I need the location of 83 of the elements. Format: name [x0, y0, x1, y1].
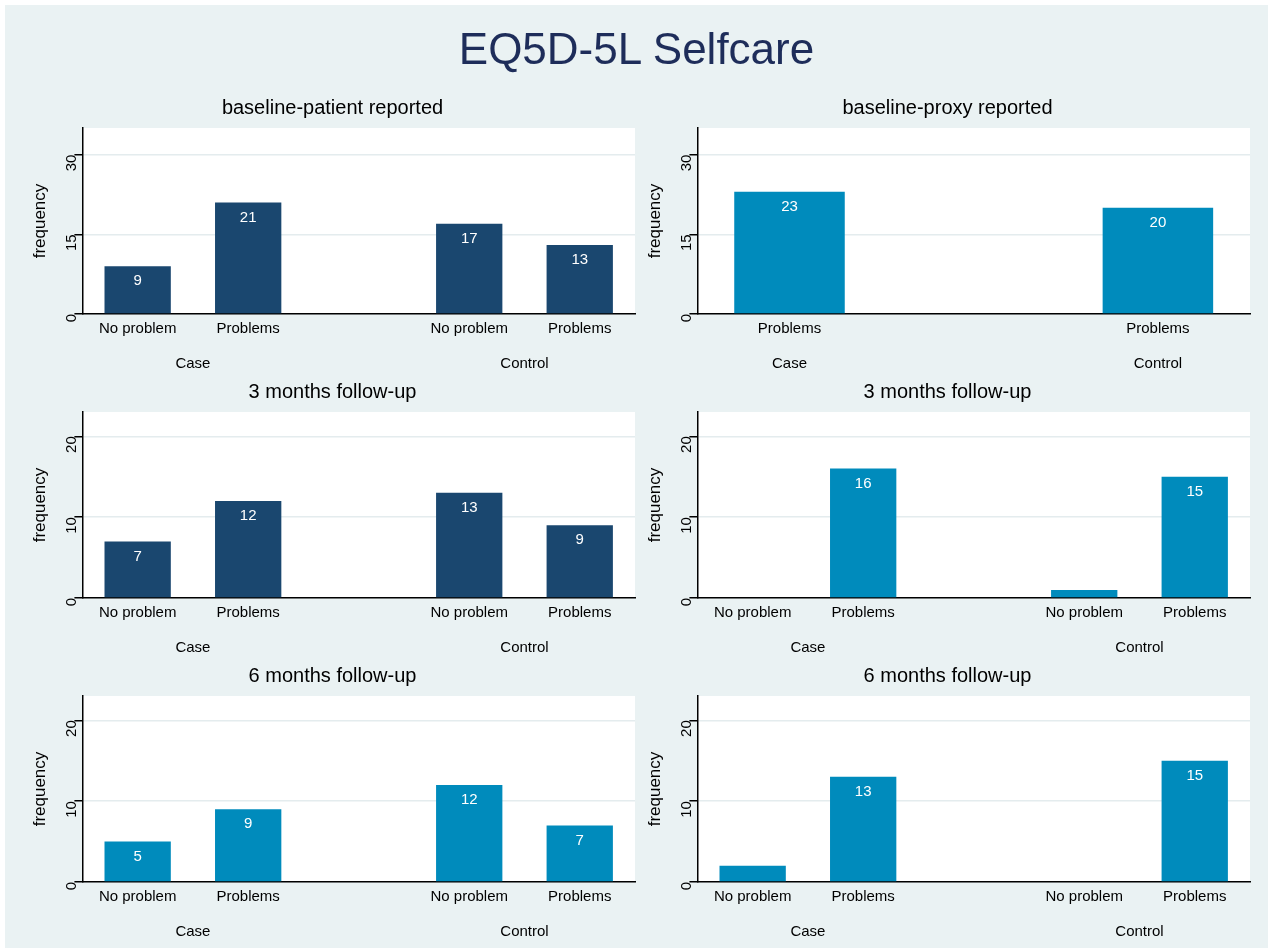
y-tick-label: 10	[61, 517, 79, 534]
y-tick-label: 20	[61, 720, 79, 737]
text: Case	[175, 354, 211, 372]
x-tick-label: Problems	[1126, 319, 1190, 337]
text: EQ5D-5L Selfcare	[457, 24, 816, 74]
x-tick-label: No problem	[430, 603, 508, 621]
x-tick-label: Problems	[757, 319, 822, 337]
data-label: 16	[854, 473, 872, 491]
text: Case	[175, 638, 211, 656]
x-tick-label: Problems	[548, 319, 612, 337]
data-label: 23	[781, 196, 798, 214]
y-tick-label: 30	[61, 154, 79, 172]
text: Case	[771, 354, 808, 372]
data-label: 13	[854, 782, 872, 800]
data-label: 12	[460, 790, 478, 808]
data-label: 21	[239, 207, 257, 225]
y-tick-label: 10	[676, 801, 694, 818]
data-label: 9	[133, 271, 142, 289]
text: Control	[1115, 922, 1164, 940]
text: Control	[500, 638, 549, 656]
data-label: 12	[239, 506, 257, 524]
y-tick-label: 15	[61, 234, 79, 251]
data-label: 17	[460, 228, 478, 246]
x-tick-label: Problems	[216, 319, 280, 337]
x-tick-label: Problems	[1163, 887, 1227, 905]
y-tick-label: 0	[61, 882, 79, 891]
x-tick-label: Problems	[216, 887, 280, 905]
x-tick-label: No problem	[1045, 603, 1123, 621]
chart-title: 6 months follow-up	[863, 663, 1032, 686]
data-label: 9	[575, 530, 584, 548]
data-label: 15	[1186, 765, 1204, 783]
y-tick-label: 10	[676, 517, 694, 534]
text: Case	[175, 922, 211, 940]
y-tick-label: 30	[676, 154, 694, 172]
text: Case	[790, 922, 826, 940]
text: Control	[1133, 354, 1183, 372]
x-tick-label: No problem	[713, 603, 792, 621]
y-tick-label: 20	[61, 436, 79, 453]
data-label: 15	[1186, 481, 1204, 499]
y-axis-title: frequency	[29, 183, 49, 259]
data-label: 5	[133, 846, 142, 864]
text: Control	[500, 354, 549, 372]
y-tick-label: 0	[61, 598, 79, 607]
data-label: 7	[133, 546, 142, 564]
x-tick-label: Problems	[548, 603, 612, 621]
data-label: 13	[571, 250, 589, 268]
y-tick-label: 0	[676, 882, 694, 891]
x-tick-label: No problem	[713, 887, 792, 905]
y-tick-label: 15	[676, 234, 694, 251]
x-tick-label: No problem	[430, 887, 508, 905]
x-tick-label: No problem	[1045, 887, 1123, 905]
x-tick-label: No problem	[98, 319, 177, 337]
y-tick-label: 0	[61, 314, 79, 323]
x-tick-label: Problems	[216, 603, 280, 621]
text: Case	[790, 638, 826, 656]
y-tick-label: 10	[61, 801, 79, 818]
chart-title: 6 months follow-up	[248, 663, 417, 686]
x-tick-label: No problem	[98, 603, 177, 621]
y-axis-title: frequency	[29, 751, 49, 827]
x-tick-label: Problems	[1163, 603, 1227, 621]
x-tick-label: Problems	[831, 887, 895, 905]
data-label: 7	[575, 830, 584, 848]
chart-title: baseline-patient reported	[221, 95, 444, 118]
x-tick-label: No problem	[98, 887, 177, 905]
text: Control	[500, 922, 549, 940]
chart-title: 3 months follow-up	[248, 379, 417, 402]
y-tick-label: 20	[676, 720, 694, 737]
y-tick-label: 0	[676, 598, 694, 607]
y-axis-title: frequency	[644, 183, 664, 259]
x-tick-label: Problems	[831, 603, 895, 621]
data-label: 9	[244, 814, 253, 832]
data-label: 13	[460, 498, 478, 516]
data-label: 20	[1149, 212, 1167, 230]
y-axis-title: frequency	[644, 467, 664, 543]
chart-title: 3 months follow-up	[863, 379, 1032, 402]
x-tick-label: Problems	[548, 887, 612, 905]
y-tick-label: 0	[676, 314, 694, 323]
y-tick-label: 20	[676, 436, 694, 453]
x-tick-label: No problem	[430, 319, 508, 337]
y-axis-title: frequency	[644, 751, 664, 827]
y-axis-title: frequency	[29, 467, 49, 543]
chart-title: baseline-proxy reported	[842, 95, 1053, 118]
text: Control	[1115, 638, 1164, 656]
